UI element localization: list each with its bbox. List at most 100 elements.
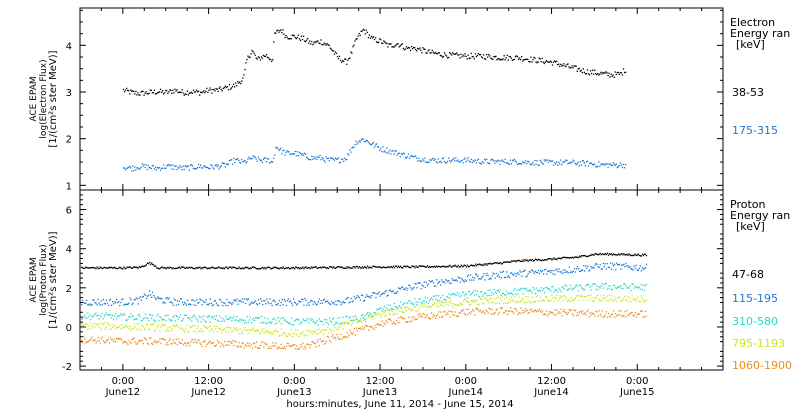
data-point [134, 341, 136, 343]
data-point [636, 313, 638, 316]
data-point [287, 151, 289, 153]
data-point [538, 259, 541, 261]
data-point [388, 151, 390, 153]
data-point [612, 284, 615, 287]
data-point [626, 287, 628, 289]
data-point [556, 294, 558, 296]
data-point [319, 266, 322, 268]
data-point [358, 327, 361, 330]
data-point [393, 153, 395, 155]
data-point [189, 344, 191, 347]
data-point [265, 54, 268, 56]
data-point [405, 46, 408, 48]
data-point [463, 298, 466, 301]
data-point [326, 326, 329, 328]
data-point [192, 89, 195, 91]
data-point [458, 304, 460, 306]
data-point [358, 265, 361, 268]
data-point [233, 315, 235, 318]
data-point [188, 267, 190, 269]
data-point [543, 159, 545, 161]
data-point [642, 316, 645, 318]
data-point [553, 60, 556, 62]
data-point [371, 316, 373, 318]
data-point [291, 34, 293, 36]
data-point [167, 314, 169, 316]
data-point [509, 293, 511, 295]
data-point [280, 301, 282, 304]
data-point [595, 310, 597, 312]
data-point [385, 306, 387, 308]
data-point [422, 300, 424, 302]
data-point [569, 300, 572, 302]
data-point [410, 321, 412, 323]
data-point [225, 304, 227, 307]
data-point [444, 54, 447, 56]
data-point [275, 147, 277, 149]
data-point [217, 327, 220, 329]
data-point [424, 157, 426, 159]
data-point [315, 345, 317, 348]
data-point [172, 89, 174, 92]
data-point [538, 57, 540, 59]
data-point [507, 302, 510, 304]
data-point [462, 300, 465, 302]
data-point [181, 301, 184, 303]
data-point [412, 308, 414, 311]
data-point [221, 90, 223, 92]
data-point [455, 53, 457, 55]
data-point [170, 301, 172, 303]
data-point [457, 295, 459, 297]
data-point [238, 333, 240, 335]
data-point [166, 296, 168, 299]
data-point [609, 76, 611, 78]
data-point [460, 53, 462, 55]
data-point [471, 291, 474, 294]
data-point [619, 286, 621, 288]
data-point [214, 90, 216, 92]
data-point [546, 159, 549, 161]
data-point [227, 163, 230, 165]
data-point [478, 162, 481, 164]
data-point [497, 289, 499, 292]
data-point [147, 319, 150, 322]
data-point [284, 333, 287, 336]
data-point [161, 266, 163, 268]
data-point [438, 294, 440, 297]
data-point [485, 292, 487, 295]
data-point [594, 297, 596, 299]
data-point [331, 266, 333, 268]
data-point [177, 303, 180, 306]
data-point [223, 162, 225, 165]
data-point [217, 305, 220, 307]
data-point [370, 35, 373, 38]
data-point [532, 58, 534, 61]
data-point [493, 313, 495, 315]
data-point [230, 302, 232, 304]
data-point [374, 312, 376, 314]
data-point [263, 268, 265, 270]
data-point [421, 302, 423, 304]
data-point [299, 39, 302, 42]
data-point [558, 63, 560, 65]
data-point [644, 310, 647, 313]
data-point [610, 253, 613, 255]
data-point [525, 276, 527, 278]
data-point [399, 301, 402, 303]
data-point [364, 296, 367, 298]
data-point [570, 297, 573, 299]
data-point [124, 89, 127, 91]
data-point [554, 289, 556, 291]
data-point [165, 330, 167, 332]
data-point [490, 263, 492, 265]
data-point [532, 286, 534, 289]
data-point [512, 160, 515, 162]
data-point [526, 162, 528, 165]
data-point [301, 153, 304, 155]
data-point [284, 348, 287, 350]
data-point [362, 28, 364, 31]
data-point [349, 330, 351, 332]
data-point [411, 265, 413, 267]
data-point [605, 253, 608, 256]
data-point [253, 155, 255, 157]
